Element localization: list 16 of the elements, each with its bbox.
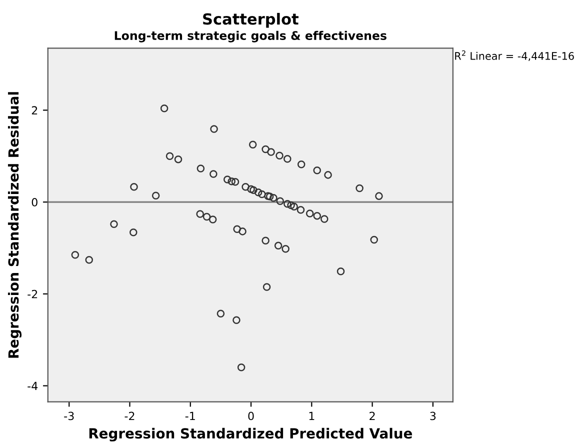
y-tick-label: 0 — [32, 198, 38, 206]
x-axis-title: Regression Standardized Predicted Value — [89, 428, 412, 442]
y-tick-label: -2 — [28, 290, 38, 298]
y-tick-label: 2 — [32, 106, 38, 114]
y-tick-label: -4 — [28, 382, 38, 390]
x-tick-label: 0 — [248, 412, 254, 420]
chart-title: Scatterplot — [203, 12, 298, 28]
x-tick-label: -3 — [64, 412, 74, 420]
x-tick-label: -2 — [124, 412, 134, 420]
x-tick-label: 2 — [370, 412, 375, 420]
x-tick-label: -1 — [185, 412, 195, 420]
x-tick-label: 3 — [430, 412, 436, 420]
text: R$^{2}$ Linear = -4,441E-16 — [455, 50, 574, 61]
x-tick-label: 1 — [309, 412, 314, 420]
chart-subtitle: Long-term strategic goals & effectivenes — [114, 30, 386, 42]
y-axis-title: Regression Standardized Residual — [8, 92, 22, 358]
